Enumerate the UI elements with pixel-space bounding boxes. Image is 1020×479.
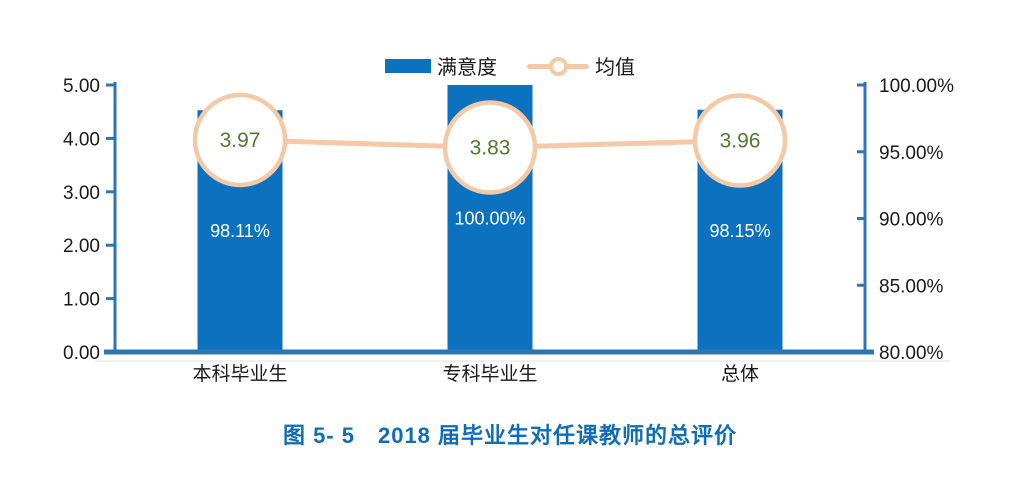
left-axis-tick-label: 3.00 — [63, 183, 100, 204]
legend-item-mean: 均值 — [527, 51, 635, 80]
left-axis-tick-label: 1.00 — [63, 290, 100, 311]
bar-value-label: 100.00% — [454, 209, 525, 229]
x-axis-category-label: 总体 — [721, 363, 759, 385]
right-axis-tick-label: 95.00% — [879, 143, 944, 164]
bar-swatch-icon — [385, 58, 431, 73]
legend-label-mean: 均值 — [595, 57, 635, 79]
mean-marker — [442, 100, 538, 195]
mean-value-label: 3.83 — [470, 136, 511, 159]
right-axis-tick-label: 85.00% — [879, 276, 944, 297]
left-axis-tick-label: 5.00 — [63, 76, 100, 97]
right-axis-tick-label: 100.00% — [879, 76, 954, 97]
bar-value-label: 98.11% — [210, 221, 270, 241]
legend-label-satisfaction: 满意度 — [437, 57, 497, 79]
combo-chart: 98.11% 100.00% 98.15% 3.97 3.83 3.96 0.00 1.00 2… — [63, 76, 954, 385]
legend-item-satisfaction: 满意度 — [385, 51, 497, 80]
mean-marker — [192, 92, 288, 188]
mean-marker — [692, 93, 788, 188]
mean-value-label: 3.96 — [720, 130, 761, 153]
chart-legend: 满意度 均值 — [0, 51, 1020, 80]
bar-value-label: 98.15% — [709, 221, 770, 241]
line-circle-marker-icon — [527, 56, 589, 76]
figure-caption: 图 5- 5 2018 届毕业生对任课教师的总评价 — [282, 423, 738, 448]
mean-value-label: 3.97 — [220, 129, 261, 152]
left-axis-tick-label: 0.00 — [63, 343, 100, 364]
left-axis-tick-label: 2.00 — [63, 236, 100, 257]
right-axis-tick-label: 90.00% — [879, 210, 944, 231]
x-axis-category-label: 本科毕业生 — [192, 363, 287, 385]
right-axis-tick-label: 80.00% — [879, 343, 944, 364]
x-axis-category-label: 专科毕业生 — [442, 363, 537, 385]
left-axis-tick-label: 4.00 — [63, 129, 100, 150]
